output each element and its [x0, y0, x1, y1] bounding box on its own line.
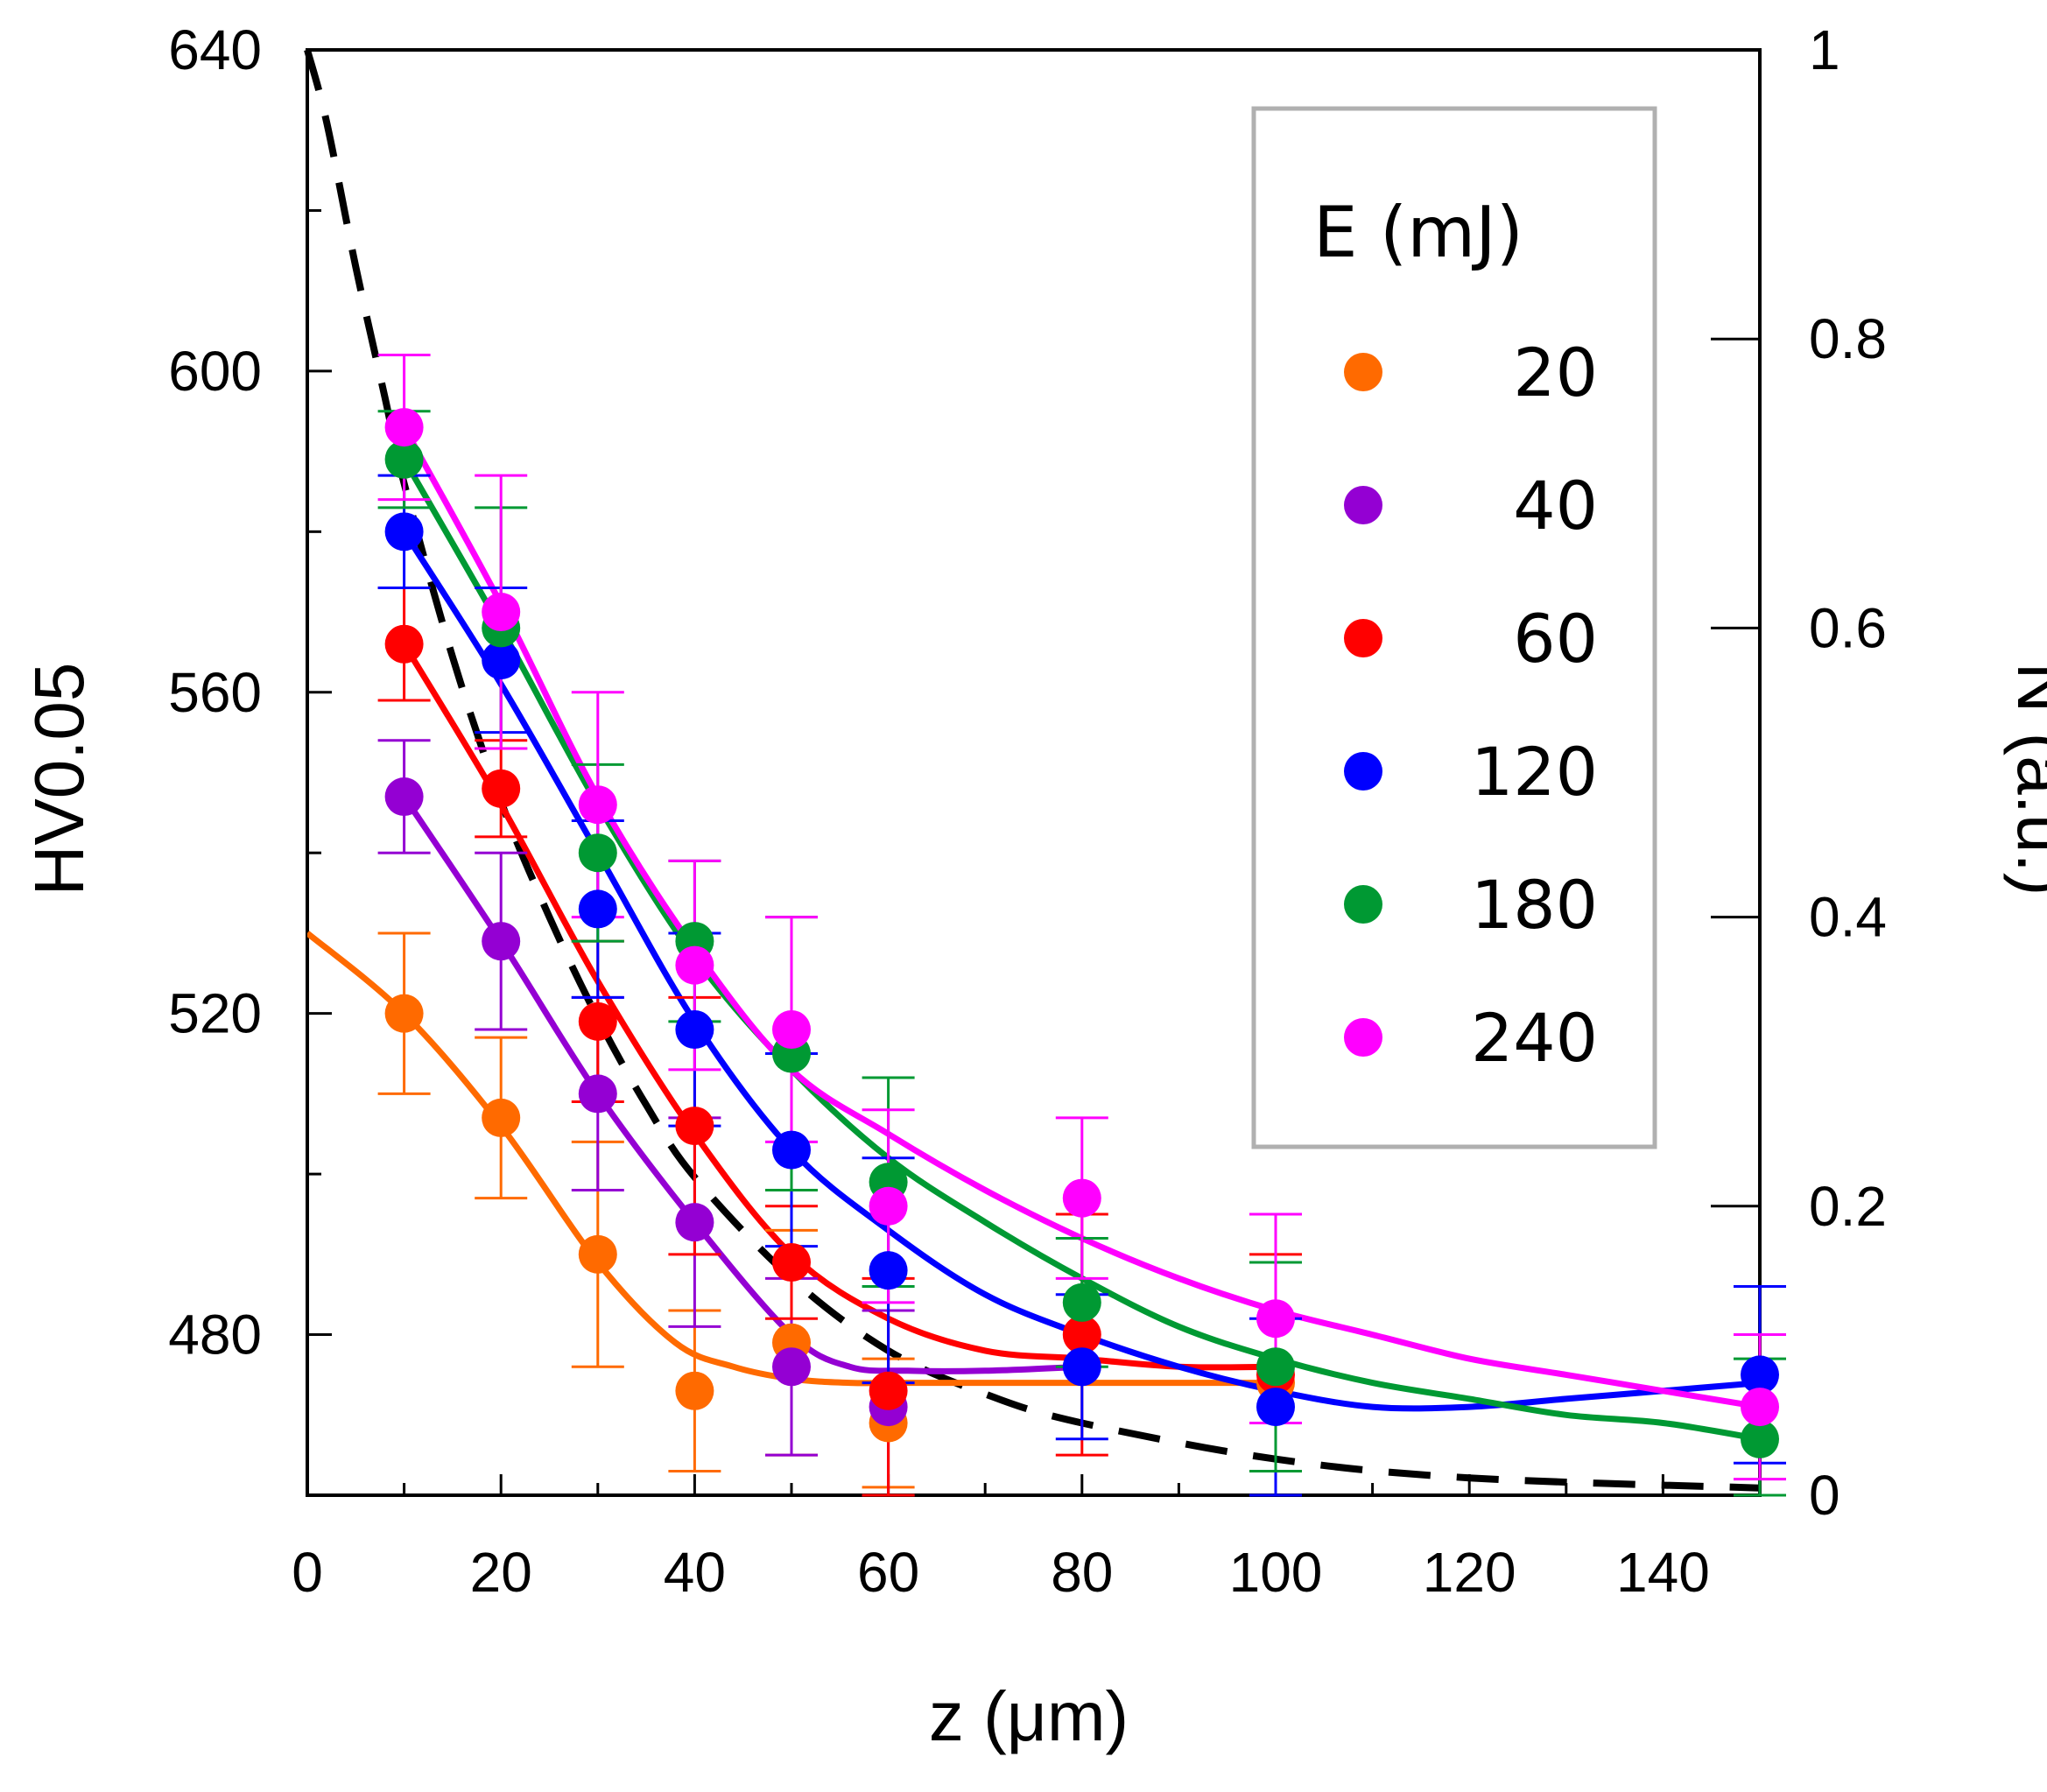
series-60-point	[1062, 1315, 1101, 1354]
series-120-point	[675, 1010, 714, 1050]
series-180-point	[1062, 1283, 1101, 1322]
series-20-fit-line	[307, 931, 1276, 1387]
y-tick-label: 480	[168, 1304, 262, 1367]
legend-title: E (mJ)	[1313, 192, 1523, 273]
series-40-legend-label: 40	[1513, 467, 1598, 545]
series-40-point	[772, 1347, 811, 1387]
series-240-point	[869, 1186, 908, 1226]
data-points	[384, 408, 1779, 1458]
series-120-point	[384, 512, 424, 552]
series-120-point	[1256, 1388, 1295, 1427]
series-40-point	[384, 777, 424, 817]
series-20-point	[578, 1234, 617, 1274]
series-40-point	[675, 1203, 714, 1242]
series-180-point	[1741, 1419, 1779, 1458]
x-tick-label: 40	[664, 1541, 726, 1604]
y-tick-label: 560	[168, 661, 262, 724]
series-60-point	[675, 1107, 714, 1146]
series-240-point	[1256, 1299, 1295, 1339]
series-180-point	[578, 833, 617, 873]
series-180-legend-marker	[1344, 885, 1382, 924]
x-tick-label: 20	[470, 1541, 532, 1604]
series-240-point	[578, 785, 617, 825]
y-axis-title: HV0.05	[20, 663, 98, 896]
series-240-point	[1741, 1388, 1779, 1427]
series-60-point	[482, 769, 521, 808]
series-240-point	[384, 408, 424, 447]
series-180-point	[1256, 1347, 1295, 1387]
legend: E (mJ) 20 40 60 120 180 240	[1251, 106, 1657, 1149]
series-20-point	[675, 1371, 714, 1410]
series-40-point	[578, 1074, 617, 1114]
y2-tick-label: 1	[1809, 18, 1840, 81]
series-120-point	[482, 641, 521, 680]
series-120-point	[1062, 1347, 1101, 1387]
series-120-point	[1741, 1355, 1779, 1395]
series-40-legend-marker	[1344, 486, 1382, 524]
series-240-fit-line	[401, 425, 1760, 1410]
n-profile-line	[304, 48, 1761, 1492]
series-40-fit-line	[401, 795, 1082, 1374]
series-240-legend-label: 240	[1471, 999, 1598, 1077]
y2-tick-label: 0.8	[1809, 307, 1887, 370]
x-tick-label: 100	[1229, 1541, 1323, 1604]
y2-tick-label: 0	[1809, 1464, 1840, 1527]
x-tick-label: 0	[292, 1541, 323, 1604]
series-20-point	[384, 994, 424, 1033]
x-tick-label: 60	[857, 1541, 919, 1604]
series-60-legend-marker	[1344, 619, 1382, 657]
series-60-point	[578, 1001, 617, 1041]
y-tick-label: 520	[168, 982, 262, 1045]
series-240-point	[675, 945, 714, 985]
series-240-point	[1062, 1178, 1101, 1218]
axis-ticks: 0 20 40 60 80 100 120 14048052056060064000.20.4…	[168, 18, 1887, 1604]
series-40-point	[482, 922, 521, 961]
series-60-point	[384, 624, 424, 664]
series-60-point	[869, 1371, 908, 1410]
y2-axis-title: N (a.u.)	[2003, 663, 2047, 896]
series-60-point	[772, 1243, 811, 1283]
n-profile-curve	[304, 48, 1761, 1492]
series-120-legend-label: 120	[1471, 733, 1598, 811]
series-240-point	[772, 1010, 811, 1050]
series-120-point	[578, 889, 617, 929]
x-axis-title: z (μm)	[929, 1677, 1129, 1755]
y-tick-label: 600	[168, 340, 262, 403]
series-240-legend-marker	[1344, 1018, 1382, 1057]
series-180-point	[384, 439, 424, 479]
y2-tick-label: 0.2	[1809, 1175, 1887, 1238]
series-60-legend-label: 60	[1513, 600, 1598, 678]
y-tick-label: 640	[168, 18, 262, 81]
series-20-point	[482, 1098, 521, 1137]
y2-tick-label: 0.4	[1809, 886, 1887, 949]
x-tick-label: 80	[1051, 1541, 1113, 1604]
y2-tick-label: 0.6	[1809, 596, 1887, 659]
series-20-legend-marker	[1344, 353, 1382, 391]
series-60-fit-line	[401, 642, 1277, 1371]
series-120-point	[869, 1251, 908, 1290]
series-120-point	[772, 1130, 811, 1170]
series-20-legend-label: 20	[1513, 334, 1598, 411]
plot-frame	[306, 48, 1762, 1497]
plot-area-border	[306, 48, 1762, 1497]
x-tick-label: 140	[1616, 1541, 1710, 1604]
series-120-legend-marker	[1344, 752, 1382, 791]
series-180-legend-label: 180	[1471, 866, 1598, 944]
legend-box	[1251, 106, 1657, 1149]
series-240-point	[482, 593, 521, 632]
x-tick-label: 120	[1423, 1541, 1516, 1604]
